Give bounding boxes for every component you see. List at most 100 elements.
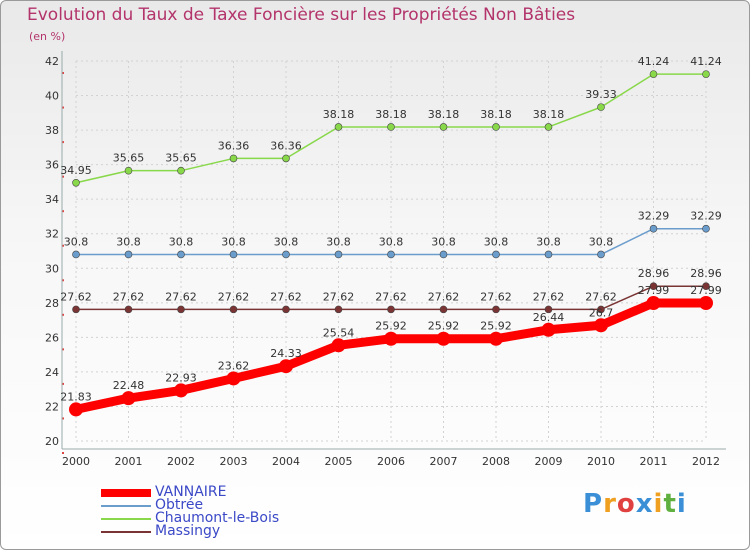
data-point (492, 123, 500, 131)
data-label: 27.62 (323, 290, 355, 303)
data-label: 27.62 (533, 290, 565, 303)
y-minor-tick (62, 417, 64, 420)
x-tick-label: 2003 (220, 455, 248, 468)
legend-item: Obtrée (101, 498, 279, 512)
data-label: 39.33 (585, 88, 617, 101)
y-minor-tick (62, 313, 64, 316)
legend-label: Chaumont-le-Bois (155, 510, 280, 526)
data-point (229, 154, 238, 163)
data-point (702, 70, 710, 78)
data-point (282, 305, 290, 314)
data-point (282, 250, 290, 259)
data-point (541, 322, 556, 337)
x-tick-label: 2009 (535, 455, 563, 468)
data-point (331, 338, 346, 353)
data-point (649, 70, 658, 78)
y-minor-tick (62, 382, 64, 385)
data-label: 38.18 (533, 108, 565, 121)
data-label: 27.62 (270, 290, 302, 303)
data-label: 28.96 (638, 267, 670, 280)
data-label: 30.8 (169, 235, 194, 248)
data-label: 27.62 (165, 290, 197, 303)
x-tick-label: 2007 (430, 455, 458, 468)
y-minor-tick (62, 72, 64, 74)
data-label: 32.29 (638, 210, 670, 223)
data-point (597, 250, 605, 259)
data-point (594, 318, 608, 333)
chart-title: Evolution du Taux de Taxe Foncière sur l… (27, 5, 576, 25)
data-point (124, 166, 133, 175)
data-point (439, 123, 448, 131)
data-point (387, 250, 395, 259)
data-point (177, 250, 185, 259)
data-point (334, 123, 343, 131)
data-point (334, 250, 343, 259)
data-point (702, 224, 710, 233)
data-label: 27.62 (113, 290, 145, 303)
data-point (492, 305, 500, 314)
data-point (387, 305, 395, 314)
data-point (649, 224, 658, 233)
data-point (72, 178, 80, 187)
data-point (544, 250, 553, 259)
data-label: 27.62 (585, 290, 617, 303)
y-minor-tick (62, 210, 64, 213)
y-tick-label: 32 (45, 228, 59, 241)
x-tick-label: 2010 (587, 455, 615, 468)
x-tick-label: 2000 (62, 455, 90, 468)
data-point (387, 123, 395, 131)
proxiti-logo: Proxiti (583, 489, 687, 519)
data-point (649, 282, 658, 291)
data-label: 30.8 (116, 235, 141, 248)
data-label: 25.92 (375, 320, 407, 333)
logo-letter: r (603, 489, 617, 519)
data-point (436, 331, 451, 346)
data-label: 38.18 (323, 108, 355, 121)
data-point (69, 402, 83, 417)
data-point (439, 250, 448, 259)
legend-swatch (101, 504, 151, 507)
data-point (439, 305, 448, 314)
data-point (229, 305, 238, 314)
y-minor-tick (62, 452, 64, 454)
y-axis-unit: (en %) (29, 30, 66, 43)
x-tick-label: 2002 (167, 455, 195, 468)
legend-label: VANNAIRE (155, 484, 227, 500)
data-point (702, 282, 710, 291)
data-point (174, 383, 188, 398)
data-point (121, 391, 136, 406)
y-minor-tick (62, 141, 64, 144)
data-label: 22.48 (113, 379, 145, 392)
data-label: 30.8 (379, 235, 404, 248)
data-label: 38.18 (375, 108, 407, 121)
data-point (177, 166, 185, 175)
data-label: 27.99 (638, 284, 670, 297)
data-label: 27.62 (480, 290, 512, 303)
data-label: 38.18 (480, 108, 512, 121)
y-tick-label: 40 (45, 90, 59, 103)
data-point (72, 305, 80, 314)
x-tick-label: 2012 (692, 455, 720, 468)
data-label: 35.65 (113, 152, 145, 165)
data-point (384, 331, 398, 346)
data-label: 41.24 (690, 55, 722, 68)
x-tick-label: 2008 (482, 455, 510, 468)
data-label: 22.93 (165, 371, 197, 384)
x-tick-label: 2004 (272, 455, 300, 468)
y-minor-tick (62, 244, 64, 247)
legend: VANNAIRE Obtrée Chaumont-le-Bois Massingy (101, 484, 280, 538)
y-tick-label: 22 (45, 400, 59, 413)
data-label: 30.8 (274, 235, 299, 248)
data-point (544, 305, 553, 314)
data-point (72, 250, 80, 259)
data-point (544, 123, 553, 131)
data-point (229, 250, 238, 259)
logo-letter: P (583, 489, 604, 519)
data-label: 25.54 (323, 326, 355, 339)
y-minor-tick (62, 106, 64, 109)
data-label: 34.95 (60, 164, 92, 177)
legend-item: VANNAIRE (101, 484, 279, 500)
legend-item: Massingy (101, 524, 279, 538)
